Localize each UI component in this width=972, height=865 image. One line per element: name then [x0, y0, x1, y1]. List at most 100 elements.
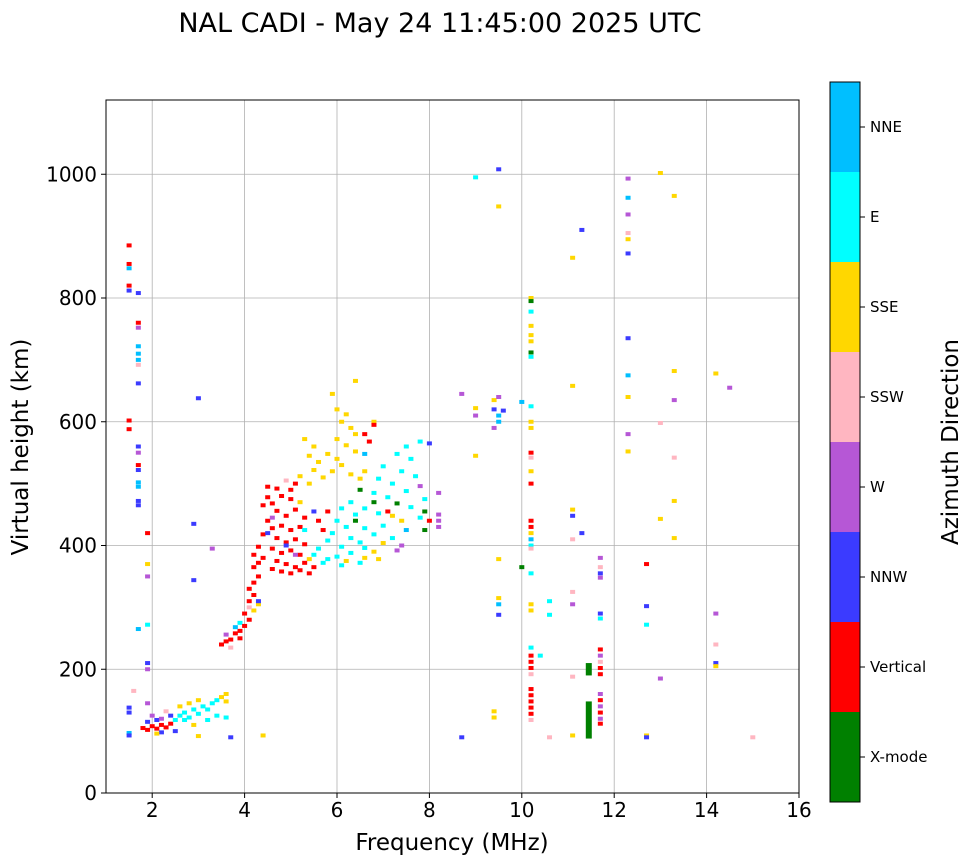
- data-point: [283, 478, 289, 483]
- data-point: [255, 574, 261, 579]
- data-point: [570, 537, 576, 542]
- data-point: [126, 283, 132, 288]
- data-point: [205, 717, 211, 722]
- data-point: [283, 562, 289, 567]
- data-point: [329, 391, 335, 396]
- data-point: [352, 512, 358, 517]
- data-point: [288, 528, 294, 533]
- data-point: [528, 339, 534, 344]
- data-point: [371, 490, 377, 495]
- data-point: [597, 555, 603, 560]
- data-point: [297, 568, 303, 573]
- data-point: [145, 574, 151, 579]
- data-point: [135, 381, 141, 386]
- data-point: [232, 625, 238, 630]
- data-point: [362, 432, 368, 437]
- data-point: [528, 296, 534, 300]
- data-point: [528, 309, 534, 314]
- data-point: [135, 291, 141, 296]
- x-tick-label: 16: [786, 798, 811, 822]
- data-point: [491, 715, 497, 720]
- data-point: [528, 350, 534, 355]
- data-point: [528, 666, 534, 671]
- data-point: [625, 251, 631, 256]
- data-point: [528, 659, 534, 664]
- data-point: [219, 695, 224, 700]
- data-column: [585, 701, 592, 739]
- data-point: [597, 659, 603, 664]
- data-point: [191, 707, 197, 712]
- data-point: [403, 444, 409, 449]
- colorbar-label: SSW: [870, 388, 904, 406]
- data-point: [145, 531, 151, 536]
- data-point: [145, 622, 151, 627]
- data-point: [145, 562, 151, 567]
- data-point: [528, 531, 534, 536]
- data-point: [302, 528, 308, 533]
- data-point: [644, 604, 650, 609]
- data-point: [644, 622, 650, 627]
- data-point: [269, 526, 275, 531]
- data-point: [274, 536, 280, 541]
- data-point: [528, 672, 534, 677]
- data-point: [671, 369, 677, 374]
- data-point: [385, 495, 391, 500]
- colorbar-title: Azimuth Direction: [938, 339, 964, 545]
- data-point: [528, 524, 534, 529]
- data-point: [135, 325, 141, 330]
- data-point: [172, 729, 178, 734]
- data-point: [297, 552, 303, 557]
- data-point: [292, 481, 298, 486]
- data-point: [376, 557, 382, 562]
- data-point: [223, 692, 229, 696]
- data-point: [320, 560, 326, 565]
- data-point: [246, 586, 252, 591]
- data-point: [528, 693, 534, 698]
- data-point: [597, 716, 603, 721]
- data-point: [657, 171, 663, 176]
- data-point: [200, 704, 206, 709]
- data-point: [274, 558, 280, 563]
- data-point: [528, 299, 534, 304]
- data-point: [403, 528, 409, 533]
- data-point: [135, 344, 141, 349]
- data-point: [195, 711, 201, 716]
- data-point: [251, 580, 257, 585]
- data-point: [570, 507, 576, 512]
- data-point: [394, 548, 400, 553]
- data-point: [325, 509, 331, 514]
- data-point: [348, 550, 354, 555]
- data-point: [625, 336, 631, 341]
- colorbar-segment: [830, 532, 860, 622]
- data-point: [339, 463, 345, 468]
- data-point: [195, 396, 201, 401]
- data-point: [528, 705, 534, 710]
- data-point: [528, 645, 534, 650]
- data-point: [135, 450, 141, 455]
- data-point: [195, 734, 201, 739]
- data-point: [283, 543, 289, 548]
- data-point: [389, 481, 395, 486]
- data-point: [320, 528, 326, 533]
- data-point: [408, 505, 414, 510]
- data-point: [126, 266, 132, 271]
- data-point: [279, 494, 285, 498]
- y-tick-label: 200: [59, 657, 97, 681]
- data-point: [371, 549, 377, 554]
- data-point: [371, 532, 377, 537]
- data-point: [325, 557, 331, 562]
- data-point: [657, 676, 663, 681]
- data-point: [339, 563, 345, 568]
- data-point: [126, 730, 132, 735]
- data-point: [357, 540, 363, 545]
- data-point: [269, 515, 275, 520]
- data-point: [528, 653, 534, 658]
- data-point: [269, 546, 275, 551]
- data-point: [325, 451, 331, 456]
- colorbar-label: W: [870, 478, 885, 496]
- data-point: [496, 167, 502, 172]
- data-point: [292, 507, 298, 512]
- data-point: [597, 611, 603, 616]
- colorbar: X-mode Vertical NNW W SSW SSE E NNE: [829, 81, 927, 803]
- data-point: [671, 536, 677, 541]
